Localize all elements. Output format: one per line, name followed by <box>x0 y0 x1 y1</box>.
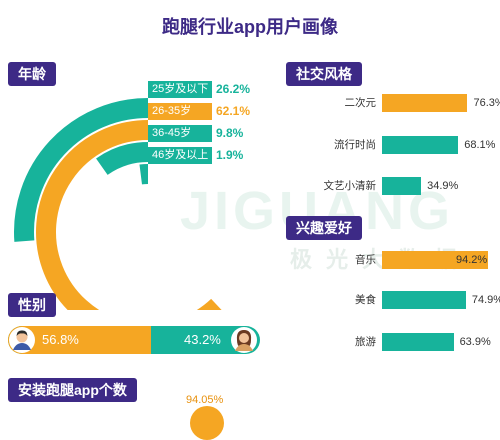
interest-value-2: 63.9% <box>460 333 491 351</box>
interests-section-label: 兴趣爱好 <box>286 216 362 240</box>
social-label-0: 二次元 <box>286 94 376 112</box>
age-label-3: 46岁及以上 <box>148 147 212 164</box>
age-label-1: 26-35岁 <box>148 103 212 120</box>
social-value-1: 68.1% <box>464 136 495 154</box>
social-label-2: 文艺小清新 <box>286 177 376 195</box>
interest-label-0: 音乐 <box>286 251 376 269</box>
social-bar-0 <box>382 94 467 112</box>
male-avatar-icon <box>8 326 36 354</box>
interest-bar-1 <box>382 291 466 309</box>
social-value-2: 34.9% <box>427 177 458 195</box>
interest-bar-2 <box>382 333 454 351</box>
install-value-label: 94.05% <box>186 394 223 406</box>
gender-section-label: 性别 <box>8 293 56 317</box>
female-avatar-icon <box>230 326 258 354</box>
social-bar-1 <box>382 136 458 154</box>
age-label-2: 36-45岁 <box>148 125 212 142</box>
social-value-0: 76.3% <box>473 94 500 112</box>
age-value-2: 9.8% <box>216 125 243 142</box>
install-section-label: 安装跑腿app个数 <box>8 378 137 402</box>
interest-label-2: 旅游 <box>286 333 376 351</box>
age-value-0: 26.2% <box>216 81 250 98</box>
gender-female-value: 43.2% <box>184 326 221 354</box>
install-bubble <box>190 406 224 440</box>
social-label-1: 流行时尚 <box>286 136 376 154</box>
gender-male-value: 56.8% <box>42 326 79 354</box>
age-label-0: 25岁及以下 <box>148 81 212 98</box>
social-section-label: 社交风格 <box>286 62 362 86</box>
age-value-3: 1.9% <box>216 147 243 164</box>
interest-value-1: 74.9% <box>472 291 500 309</box>
interest-label-1: 美食 <box>286 291 376 309</box>
age-value-1: 62.1% <box>216 103 250 120</box>
interest-value-0: 94.2% <box>456 251 487 269</box>
social-bar-2 <box>382 177 421 195</box>
page-title: 跑腿行业app用户画像 <box>0 13 500 39</box>
